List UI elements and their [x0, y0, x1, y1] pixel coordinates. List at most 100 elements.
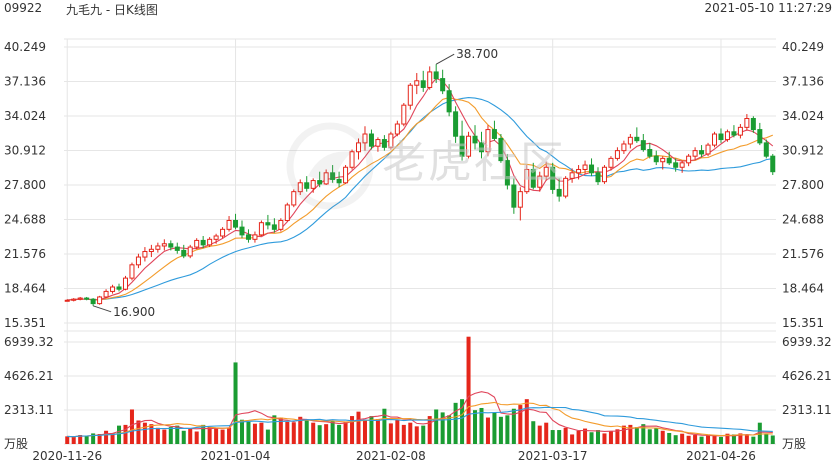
- volume-bar: [395, 419, 400, 444]
- volume-bar: [485, 417, 490, 444]
- candle-body: [660, 157, 666, 163]
- candlestick: [420, 70, 426, 92]
- candlestick: [427, 66, 433, 90]
- candlestick: [770, 153, 776, 176]
- candle-body: [258, 222, 264, 236]
- candle-body: [453, 111, 459, 137]
- candle-body: [718, 133, 724, 141]
- volume-tick-left: 万股: [4, 437, 28, 451]
- volume-bar: [641, 424, 646, 444]
- candlestick: [744, 114, 750, 131]
- candle-body: [90, 298, 96, 305]
- volume-bar: [434, 409, 439, 444]
- candlestick: [265, 214, 271, 230]
- volume-bar: [214, 428, 219, 444]
- candle-body: [595, 172, 601, 183]
- volume-bar: [155, 427, 160, 444]
- candle-body: [478, 142, 484, 153]
- candle-body: [504, 160, 510, 186]
- candlestick: [220, 227, 226, 239]
- candlestick: [653, 150, 659, 166]
- candle-body: [375, 139, 381, 147]
- price-tick-left: 40.249: [4, 40, 46, 54]
- volume-bar: [149, 424, 154, 444]
- tiger-logo-icon: [286, 122, 374, 210]
- volume-tick-right: 6939.32: [782, 335, 832, 349]
- candlestick: [233, 213, 239, 230]
- candlestick: [595, 167, 601, 185]
- candle-body: [673, 162, 679, 168]
- volume-bar: [712, 435, 717, 444]
- candlestick: [271, 218, 277, 233]
- volume-tick-right: 2313.11: [782, 403, 832, 417]
- volume-bar: [492, 412, 497, 444]
- chart-title: 九毛九 - 日K线图: [66, 3, 158, 17]
- volume-bar: [570, 434, 575, 444]
- candlestick: [440, 69, 446, 95]
- grid-lines: [64, 38, 776, 445]
- candlestick: [640, 134, 646, 152]
- price-tick-left: 15.351: [4, 316, 46, 330]
- volume-bar: [343, 421, 348, 444]
- volume-bar: [388, 423, 393, 444]
- candle-body: [181, 249, 187, 257]
- candlestick: [537, 171, 543, 192]
- volume-bar: [104, 430, 109, 444]
- candle-body: [770, 155, 776, 173]
- candle-body: [757, 129, 763, 144]
- volume-bar: [718, 436, 723, 444]
- volume-bar: [272, 415, 277, 444]
- volume-bar: [557, 430, 562, 444]
- candle-body: [640, 140, 646, 151]
- price-tick-left: 27.800: [4, 178, 46, 192]
- candlestick: [433, 64, 439, 84]
- price-annotations: 38.700 16.900: [92, 47, 498, 319]
- candlestick: [148, 244, 154, 258]
- volume-bar: [621, 425, 626, 444]
- candlestick: [207, 237, 213, 248]
- candlestick: [116, 283, 122, 292]
- volume-tick-left: 4626.21: [4, 369, 54, 383]
- date-tick: 2020-11-26: [32, 449, 102, 463]
- candlestick: [563, 176, 569, 199]
- candlestick: [252, 231, 258, 243]
- volume-bar: [660, 430, 665, 444]
- candlestick: [699, 145, 705, 158]
- volume-bar: [317, 425, 322, 444]
- candle-body: [200, 239, 206, 246]
- candle-body: [647, 149, 653, 157]
- volume-bar: [505, 415, 510, 444]
- candle-body: [233, 219, 239, 228]
- volume-bar: [136, 420, 141, 444]
- candle-body: [589, 164, 595, 174]
- volume-bar: [168, 427, 173, 444]
- date-tick: 2021-04-26: [686, 449, 756, 463]
- candlestick: [278, 218, 284, 232]
- candlestick: [705, 142, 711, 157]
- candlestick: [718, 128, 724, 143]
- candle-body: [213, 235, 219, 240]
- annotation-leader: [435, 53, 455, 65]
- volume-bar: [78, 435, 83, 444]
- price-tick-left: 34.024: [4, 109, 46, 123]
- candle-body: [750, 117, 756, 131]
- candle-body: [343, 166, 349, 184]
- price-tick-left: 24.688: [4, 212, 46, 226]
- price-tick-right: 34.024: [782, 109, 824, 123]
- candlestick: [375, 137, 381, 152]
- candle-body: [220, 228, 226, 237]
- volume-bar: [608, 431, 613, 444]
- volume-bar: [583, 428, 588, 444]
- volume-bar: [524, 399, 529, 444]
- candle-body: [459, 135, 465, 157]
- candlestick: [750, 116, 756, 133]
- candle-body: [252, 234, 258, 240]
- candlestick: [317, 171, 323, 188]
- candlestick: [634, 127, 640, 143]
- candlestick: [550, 162, 556, 194]
- volume-bar: [550, 430, 555, 444]
- volume-bar: [731, 434, 736, 444]
- candlestick: [504, 153, 510, 190]
- candlestick: [763, 139, 769, 159]
